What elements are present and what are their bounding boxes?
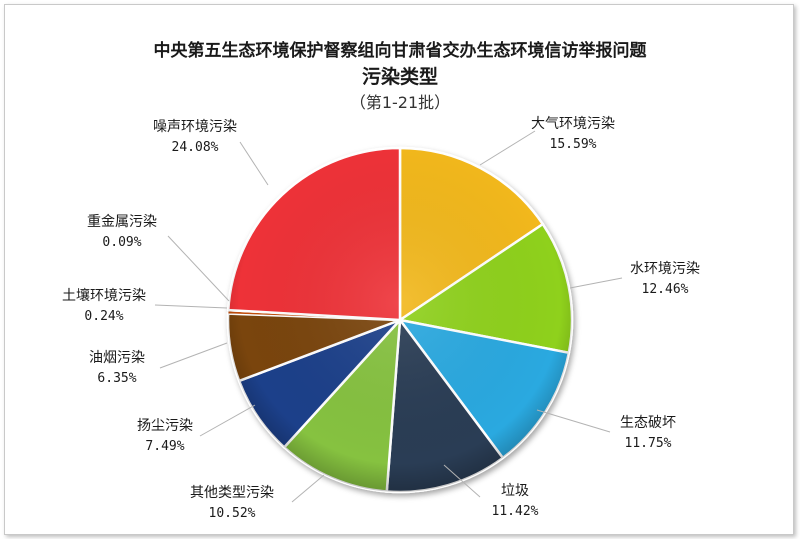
chart-subtitle: 污染类型 [361,66,438,88]
leader-line-1 [479,130,536,166]
leader-line-4 [443,464,481,498]
slice-category-label: 水环境污染 [630,261,700,277]
slice-category-label: 土壤环境污染 [62,287,146,304]
leader-line-2 [569,277,623,289]
slice-value-label: 11.75% [625,436,672,451]
slice-value-label: 6.35% [97,371,136,386]
leader-line-5 [291,474,325,503]
slice-category-label: 重金属污染 [87,214,157,230]
slice-value-label: 10.52% [209,506,256,521]
pie-slice-10 [226,146,402,322]
slice-category-label: 其他类型污染 [190,485,274,501]
slice-value-label: 15.59% [550,137,597,152]
slice-value-label: 7.49% [145,439,184,454]
slice-category-label: 生态破坏 [620,415,676,431]
slice-value-label: 0.24% [84,309,123,324]
slice-value-label: 24.08% [172,140,219,155]
slice-category-label: 扬尘污染 [137,418,193,434]
slice-category-label: 大气环境污染 [531,116,615,132]
slice-value-label: 12.46% [642,282,689,297]
chart-note: （第1-21批） [349,93,451,112]
slice-value-label: 11.42% [492,504,539,519]
leader-line-6 [199,404,256,437]
chart-title: 中央第五生态环境保护督察组向甘肃省交办生态环境信访举报问题 [153,41,647,61]
leader-line-3 [536,409,611,433]
leader-line-7 [159,342,228,369]
slice-category-label: 油烟污染 [89,350,145,366]
slice-category-label: 噪声环境污染 [153,119,237,135]
leader-line-8 [154,304,228,309]
leader-line-9 [167,235,230,302]
slice-category-label: 垃圾 [501,483,529,499]
slice-value-label: 0.09% [102,235,141,250]
leader-line-10 [239,141,269,186]
